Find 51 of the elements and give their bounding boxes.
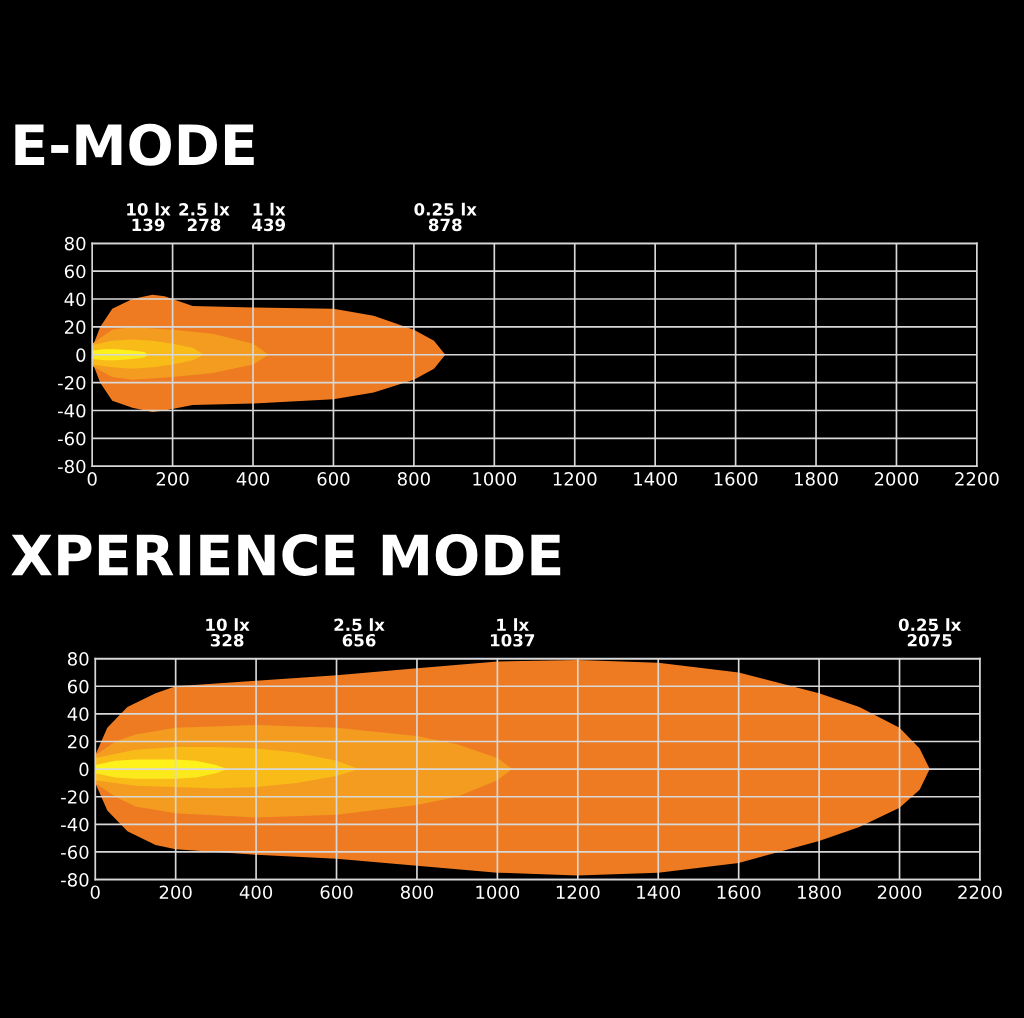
y-tick-label: 60	[67, 679, 89, 694]
x-tick-label: 2200	[955, 472, 999, 486]
text: 1 lx 1037	[490, 618, 535, 647]
x-tick-label: 1600	[714, 472, 758, 486]
x-tick-label: 600	[320, 885, 353, 900]
x-tick-label: 2000	[874, 472, 919, 486]
text: 2.5 lx 278	[179, 202, 230, 232]
x-tick-label: 200	[159, 885, 192, 900]
y-tick-label: -60	[58, 431, 86, 446]
x-tick-label: 1200	[556, 885, 600, 900]
x-tick-label: 1400	[637, 885, 681, 900]
x-tick-label: 0	[90, 885, 100, 900]
x-tick-label: 1800	[798, 885, 841, 900]
chart-title: E-MODE	[15, 123, 254, 166]
text: 0.25 lx 2075	[898, 618, 962, 647]
x-tick-label: 1400	[634, 472, 677, 486]
y-tick-label: -40	[58, 403, 86, 418]
x-tick-label: 800	[397, 472, 430, 486]
x-tick-label: 200	[156, 472, 189, 486]
chart-title: XPERIENCE MODE	[11, 534, 561, 577]
x-tick-label: 2200	[958, 885, 1002, 900]
y-tick-label: 80	[67, 652, 89, 666]
x-tick-label: 1000	[473, 472, 517, 486]
text: 2.5 lx 656	[334, 618, 385, 647]
y-tick-label: -20	[58, 376, 86, 390]
text: 1 lx 439	[252, 202, 286, 232]
y-tick-label: 80	[64, 236, 86, 251]
x-tick-label: 400	[239, 885, 273, 900]
x-tick-label: 800	[400, 885, 433, 900]
x-tick-label: 1200	[553, 472, 597, 486]
y-tick-label: -60	[61, 845, 89, 860]
x-tick-label: 1800	[795, 472, 838, 486]
y-tick-label: -20	[61, 790, 89, 804]
x-tick-label: 1000	[476, 885, 520, 900]
x-tick-label: 600	[317, 472, 350, 486]
text: 10 lx 139	[127, 202, 171, 232]
y-tick-label: 0	[79, 762, 89, 777]
x-tick-label: 400	[236, 472, 270, 486]
y-tick-label: -80	[58, 459, 86, 474]
y-tick-label: 20	[64, 320, 86, 335]
y-tick-label: 60	[64, 264, 86, 279]
x-tick-label: 1600	[717, 885, 761, 900]
y-tick-label: 40	[67, 707, 89, 721]
text: 10 lx 328	[206, 618, 250, 647]
y-tick-label: -80	[61, 873, 89, 887]
y-tick-label: 20	[68, 734, 89, 749]
y-tick-label: 0	[76, 348, 86, 362]
y-tick-label: 40	[64, 292, 86, 307]
text: 0.25 lx 878	[414, 202, 477, 232]
y-tick-label: -40	[61, 817, 89, 832]
x-tick-label: 2000	[877, 885, 922, 900]
